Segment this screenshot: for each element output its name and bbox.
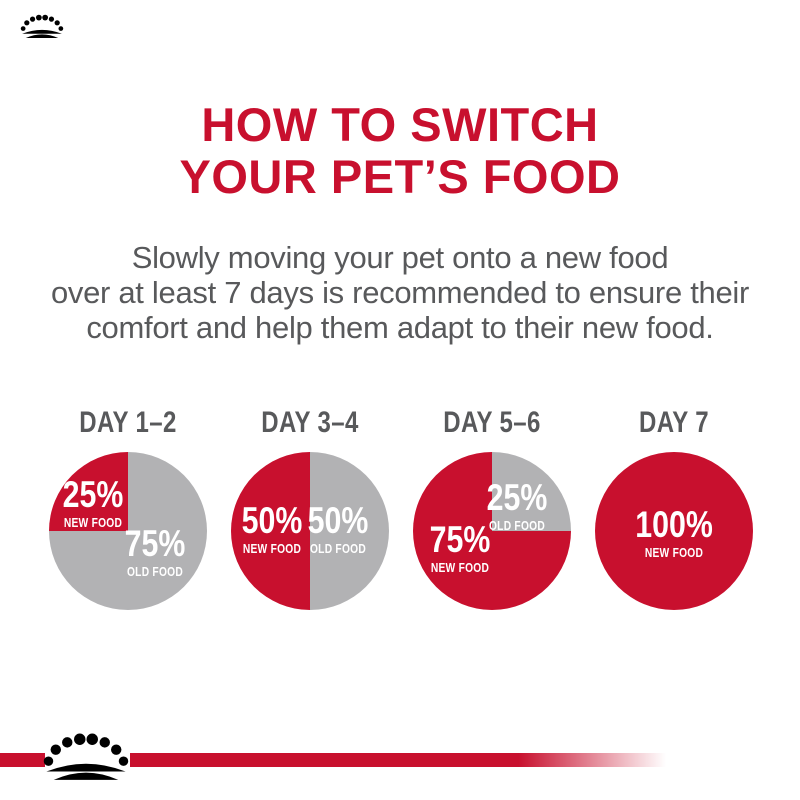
subtitle-line-1: Slowly moving your pet onto a new food	[131, 240, 669, 275]
crown-logo-icon	[20, 14, 64, 40]
subtitle-line-2: over at least 7 days is recommended to e…	[50, 275, 750, 310]
crown-icon	[43, 733, 129, 780]
footer-bar-right	[130, 753, 800, 767]
footer-bar-left	[0, 753, 45, 767]
pie-chart-day-1-2: 25% NEW FOOD 75% OLD FOOD	[49, 452, 207, 610]
crown-logo-icon	[42, 733, 130, 783]
pie-chart-row: DAY 1–2 25% NEW FOOD 75% OLD FOOD DAY 3–…	[37, 406, 765, 610]
slice-value: 100%	[635, 503, 713, 545]
slice-value: 75%	[124, 522, 186, 564]
title-line-2: YOUR PET’S FOOD	[179, 150, 621, 203]
slice-name: NEW FOOD	[242, 542, 302, 557]
pie-slice-label-old-food: 25% OLD FOOD	[487, 479, 548, 533]
day-label: DAY 3–4	[261, 406, 359, 439]
page-title: HOW TO SWITCH YOUR PET’S FOOD	[0, 99, 800, 203]
slice-value: 75%	[430, 519, 491, 561]
day-column-1-2: DAY 1–2 25% NEW FOOD 75% OLD FOOD	[37, 406, 219, 610]
slice-name: NEW FOOD	[644, 545, 704, 560]
slice-name: OLD FOOD	[489, 518, 546, 533]
slice-name: NEW FOOD	[431, 561, 490, 576]
slice-value: 25%	[486, 476, 548, 518]
pie-chart-day-5-6: 25% OLD FOOD 75% NEW FOOD	[413, 452, 571, 610]
day-column-5-6: DAY 5–6 25% OLD FOOD 75% NEW FOOD	[401, 406, 583, 610]
pie-slice-label-new-food: 25% NEW FOOD	[63, 476, 124, 530]
pie-slice-label-new-food: 75% NEW FOOD	[430, 521, 491, 575]
crown-icon	[20, 14, 64, 39]
day-column-3-4: DAY 3–4 50% NEW FOOD 50% OLD FOOD	[219, 406, 401, 610]
day-label: DAY 1–2	[79, 406, 177, 439]
day-column-7: DAY 7 100% NEW FOOD	[583, 406, 765, 610]
pie-chart-day-7: 100% NEW FOOD	[595, 452, 753, 610]
pie-slice-label-new-food: 50% NEW FOOD	[242, 502, 303, 556]
slice-value: 25%	[62, 473, 124, 515]
pie-chart-day-3-4: 50% NEW FOOD 50% OLD FOOD	[231, 452, 389, 610]
slice-value: 50%	[308, 500, 369, 542]
pie-slice-label-old-food: 50% OLD FOOD	[308, 502, 369, 556]
title-line-1: HOW TO SWITCH	[201, 98, 599, 151]
day-label: DAY 5–6	[443, 406, 541, 439]
page-subtitle: Slowly moving your pet onto a new food o…	[0, 240, 800, 345]
pie-slice-label-new-food: 100% NEW FOOD	[635, 506, 713, 560]
slice-name: OLD FOOD	[126, 564, 183, 579]
subtitle-line-3: comfort and help them adapt to their new…	[86, 310, 714, 345]
pie-slice-label-old-food: 75% OLD FOOD	[124, 525, 185, 579]
slice-value: 50%	[241, 500, 303, 542]
slice-name: NEW FOOD	[64, 515, 123, 530]
slice-name: OLD FOOD	[310, 542, 367, 557]
day-label: DAY 7	[638, 406, 710, 439]
